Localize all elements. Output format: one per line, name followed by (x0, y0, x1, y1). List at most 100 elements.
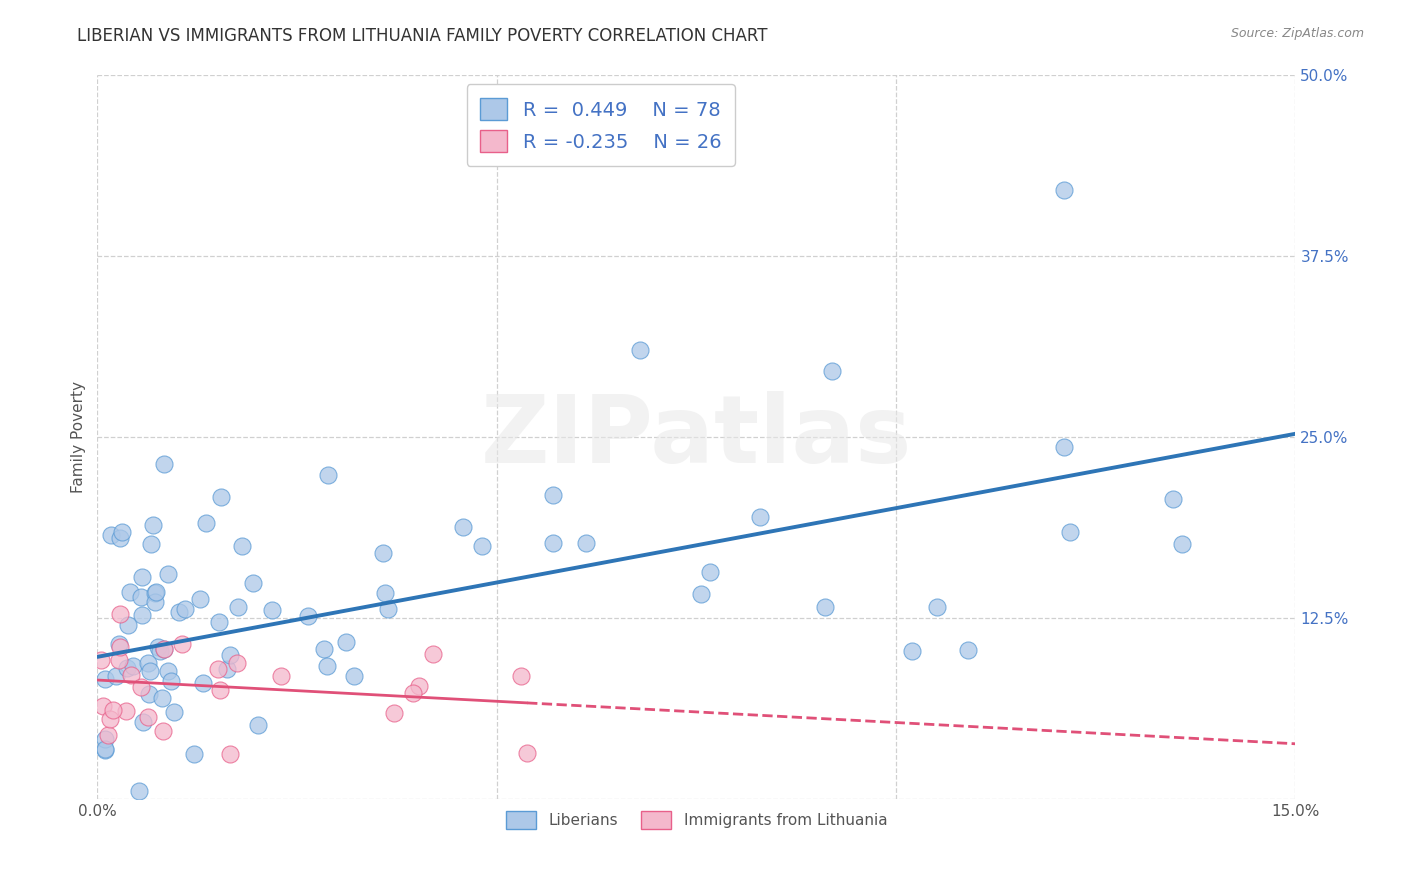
Point (208, 682, 231, 697)
Point (138, 656, 160, 670)
Point (821, 364, 844, 378)
Point (242, 575, 264, 590)
Point (193, 675, 215, 690)
Point (162, 705, 184, 719)
Point (91, 698, 114, 713)
Point (139, 536, 162, 550)
Point (451, 519, 474, 533)
Point (120, 668, 142, 682)
Point (157, 664, 180, 678)
Point (408, 679, 430, 693)
Point (138, 687, 160, 701)
Point (382, 706, 405, 721)
Point (1059, 525, 1081, 540)
Point (108, 637, 131, 651)
Point (314, 641, 336, 656)
Point (97, 728, 120, 742)
Point (131, 570, 153, 584)
Point (110, 640, 132, 654)
Point (374, 586, 396, 600)
Point (699, 565, 721, 579)
Point (1171, 537, 1194, 551)
Point (131, 608, 153, 623)
Point (105, 669, 128, 683)
Point (110, 531, 132, 545)
Point (153, 458, 176, 472)
Point (167, 605, 190, 619)
Point (98, 713, 121, 727)
Point (231, 539, 253, 553)
Point (377, 601, 399, 615)
Text: Source: ZipAtlas.com: Source: ZipAtlas.com (1230, 27, 1364, 40)
Point (129, 590, 152, 604)
Point (270, 669, 292, 683)
Point (145, 585, 167, 599)
Point (94, 732, 117, 747)
Point (226, 599, 249, 614)
Point (541, 488, 564, 502)
Point (316, 467, 339, 482)
Point (1053, 440, 1076, 454)
Point (575, 536, 598, 550)
Point (115, 704, 138, 718)
Point (122, 658, 145, 673)
Point (117, 617, 139, 632)
Point (136, 710, 159, 724)
Point (541, 536, 564, 550)
Point (117, 661, 139, 675)
Point (142, 517, 165, 532)
Point (219, 747, 242, 762)
Point (94, 743, 117, 757)
Point (260, 603, 283, 617)
Point (925, 599, 948, 614)
Point (1053, 183, 1076, 197)
Point (689, 587, 711, 601)
Point (143, 595, 166, 609)
Point (219, 648, 242, 662)
Point (335, 634, 357, 648)
Point (170, 637, 193, 651)
Point (748, 509, 770, 524)
Point (207, 662, 229, 676)
Point (957, 643, 980, 657)
Point (509, 669, 531, 683)
Point (152, 642, 174, 657)
Point (118, 585, 141, 599)
Point (208, 615, 231, 629)
Point (516, 746, 538, 760)
Point (814, 600, 837, 615)
Point (90, 653, 112, 667)
Point (153, 641, 176, 656)
Point (402, 685, 425, 699)
Point (129, 680, 152, 694)
Point (150, 691, 173, 706)
Point (183, 747, 205, 761)
Point (157, 567, 180, 582)
Point (316, 658, 339, 673)
Point (94, 742, 117, 756)
Point (143, 586, 166, 600)
Point (108, 653, 131, 667)
Point (128, 783, 150, 797)
Point (132, 714, 155, 729)
Point (174, 602, 197, 616)
Point (900, 644, 922, 658)
Point (209, 490, 232, 504)
Point (195, 516, 218, 530)
Point (226, 657, 249, 671)
Point (152, 724, 174, 739)
Point (111, 525, 134, 540)
Point (1161, 491, 1184, 506)
Point (100, 528, 122, 542)
Y-axis label: Family Poverty: Family Poverty (72, 381, 86, 492)
Point (101, 703, 124, 717)
Point (94, 673, 117, 687)
Point (188, 592, 211, 607)
Point (371, 546, 394, 560)
Text: LIBERIAN VS IMMIGRANTS FROM LITHUANIA FAMILY POVERTY CORRELATION CHART: LIBERIAN VS IMMIGRANTS FROM LITHUANIA FA… (77, 27, 768, 45)
Point (297, 608, 319, 623)
Legend: Liberians, Immigrants from Lithuania: Liberians, Immigrants from Lithuania (499, 805, 893, 835)
Text: ZIPatlas: ZIPatlas (481, 391, 912, 483)
Point (139, 664, 162, 678)
Point (146, 640, 169, 654)
